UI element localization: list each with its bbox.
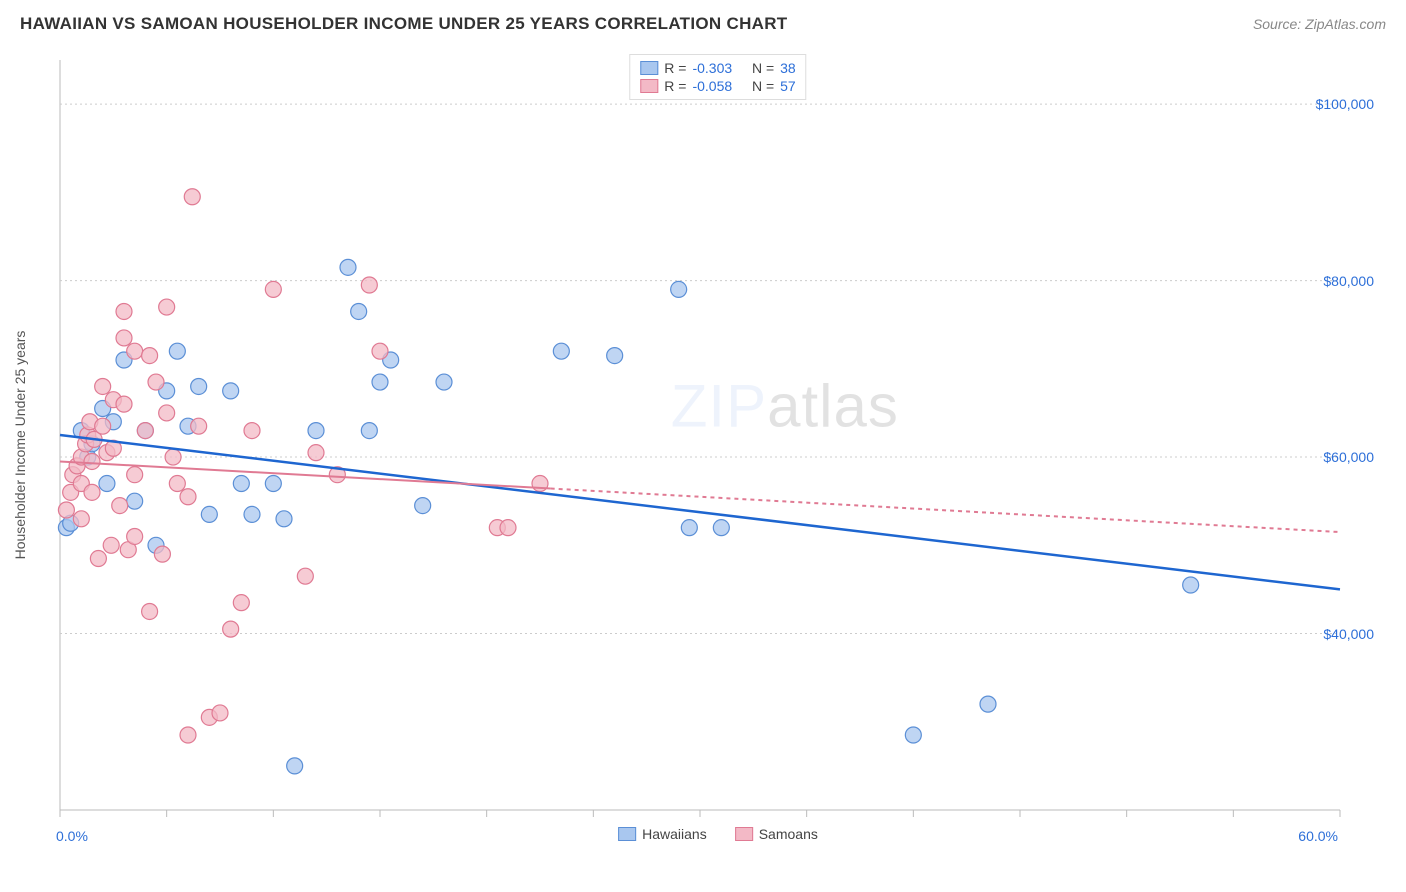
legend-item: Hawaiians <box>618 826 707 842</box>
legend-item: Samoans <box>735 826 818 842</box>
y-tick-label: $100,000 <box>1316 96 1374 112</box>
legend-series: Hawaiians Samoans <box>618 826 818 842</box>
x-max-label: 60.0% <box>1298 828 1338 844</box>
legend-stat-row: R = -0.303 N = 38 <box>640 59 795 77</box>
chart-title: HAWAIIAN VS SAMOAN HOUSEHOLDER INCOME UN… <box>20 14 787 34</box>
legend-stat-row: R = -0.058 N = 57 <box>640 77 795 95</box>
y-tick-label: $80,000 <box>1323 273 1374 289</box>
y-tick-label: $60,000 <box>1323 449 1374 465</box>
y-tick-label: $40,000 <box>1323 626 1374 642</box>
y-axis-label: Householder Income Under 25 years <box>12 331 28 560</box>
chart-container: Householder Income Under 25 years ZIPatl… <box>50 50 1386 840</box>
x-min-label: 0.0% <box>56 828 88 844</box>
legend-stats: R = -0.303 N = 38 R = -0.058 N = 57 <box>629 54 806 100</box>
source-label: Source: ZipAtlas.com <box>1253 16 1386 32</box>
scatter-plot <box>50 50 1386 840</box>
